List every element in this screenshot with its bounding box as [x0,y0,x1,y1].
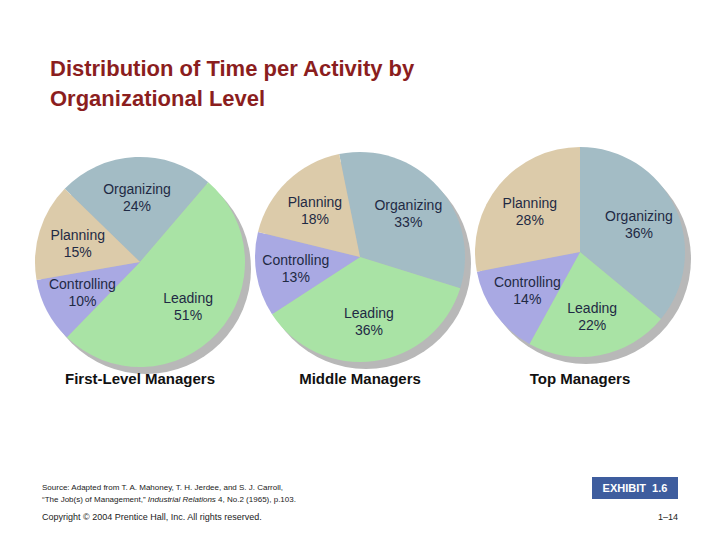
slice-labels: Organizing36% Leading22% Controlling14% Pla… [494,195,673,333]
pie-chart: Organizing24% Leading51% Controlling10% Pla… [35,157,251,374]
exhibit-box [592,477,678,499]
slice-category: Planning [288,194,343,210]
slice-value: 13% [282,269,310,285]
slice-category: Controlling [49,276,116,292]
slices [255,152,465,362]
pie-slice [258,154,360,257]
slice-value: 33% [394,214,422,230]
slice-value: 36% [625,225,653,241]
slice-value: 10% [68,293,96,309]
pie-chart: Organizing33% Leading36% Controlling13% Pla… [255,152,471,369]
source-line: Source: Adapted from T. A. Mahoney, T. H… [42,483,283,492]
slices [475,147,685,357]
pie-slice [475,147,580,272]
slice-category: Organizing [103,181,171,197]
slices [35,157,245,367]
slice-labels: Organizing33% Leading36% Controlling13% Pla… [262,194,442,338]
slice-category: Controlling [262,252,329,268]
page-title: Distribution of Time per Activity by Orga… [50,56,415,111]
chart-title: Top Managers [530,370,631,387]
source-part: 4, No.2 (1965), p.103. [216,495,296,504]
slice-value: 15% [64,244,92,260]
slice-category: Organizing [605,208,673,224]
chart-title: First-Level Managers [65,370,215,387]
slice-labels: Organizing24% Leading51% Controlling10% Pla… [49,181,213,323]
exhibit-label: EXHIBIT 1.6 [603,482,668,494]
slice-value: 14% [513,291,541,307]
slice-category: Planning [503,195,558,211]
copyright: Copyright © 2004 Prentice Hall, Inc. All… [42,512,262,522]
slice-value: 22% [578,317,606,333]
background [0,0,720,540]
slice-value: 18% [301,211,329,227]
slice-category: Leading [163,290,213,306]
slice-category: Leading [567,300,617,316]
source-part: Industrial Relations [148,495,216,504]
slice-value: 36% [355,322,383,338]
slice-category: Planning [51,227,106,243]
slice-category: Leading [344,305,394,321]
slice-value: 51% [174,307,202,323]
page-title-line: Organizational Level [50,86,265,111]
slide: Distribution of Time per Activity by Orga… [0,0,720,540]
slice-value: 28% [516,212,544,228]
page-number: 1–14 [658,512,678,522]
pie-slice [272,257,460,362]
slice-value: 24% [123,198,151,214]
chart-title: Middle Managers [299,370,421,387]
pie-chart: Organizing36% Leading22% Controlling14% Pla… [475,147,691,364]
source-part: “The Job(s) of Management,” [42,495,148,504]
source-line: “The Job(s) of Management,” Industrial R… [42,495,296,504]
slice-category: Controlling [494,274,561,290]
slice-category: Organizing [374,197,442,213]
page-title-line: Distribution of Time per Activity by [50,56,415,81]
